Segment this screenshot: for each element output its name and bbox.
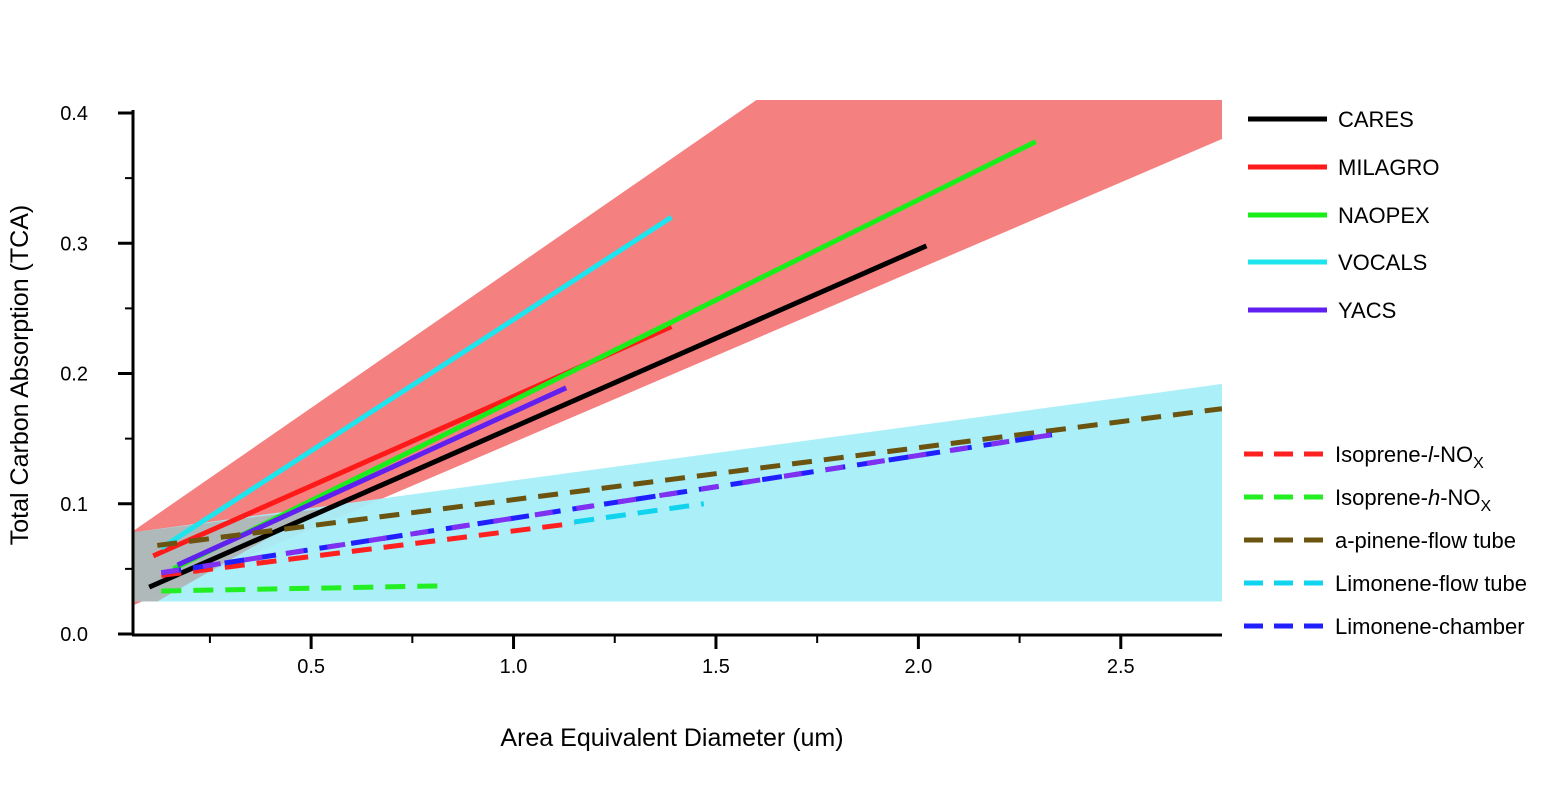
legend-label: Limonene-chamber	[1335, 614, 1525, 639]
series-line-a-pinene-flow-tube	[156, 406, 1222, 548]
x-tick-label: 2.5	[1107, 656, 1135, 678]
series-line-limonene-flow-tube	[573, 501, 705, 525]
legend-label: Isoprene-h-NOX	[1335, 485, 1492, 515]
legend: CARES MILAGRO NAOPEX VOCALS YACS Isoprene-l-N…	[1244, 107, 1527, 639]
x-tick-label: 0.5	[297, 656, 325, 678]
series-line-naopex	[172, 139, 1037, 572]
y-tick-label: 0.3	[60, 233, 88, 255]
legend-label: VOCALS	[1338, 250, 1427, 275]
x-tick-label: 1.5	[702, 656, 730, 678]
ticks: 0.0 0.1 0.2 0.3 0.4 0.5 1.0 1.5 2.0 2.5	[60, 103, 1135, 678]
series-line-vocals	[159, 215, 673, 551]
y-tick-label: 0.1	[60, 494, 88, 516]
y-axis-label: Total Carbon Absorption (TCA)	[6, 205, 34, 545]
series-line-yacs	[176, 385, 568, 568]
x-axis-label: Area Equivalent Diameter (um)	[500, 724, 843, 752]
y-tick-label: 0.4	[60, 103, 88, 125]
y-tick-label: 0.2	[60, 364, 88, 386]
x-tick-label: 1.0	[500, 656, 528, 678]
legend-label: Isoprene-l-NOX	[1335, 442, 1484, 472]
legend-label: a-pinene-flow tube	[1335, 528, 1516, 553]
y-tick-label: 0.0	[60, 624, 88, 646]
legend-label: Limonene-flow tube	[1335, 571, 1527, 596]
series-line-isoprene-l-nox	[161, 520, 575, 578]
legend-label: YACS	[1338, 298, 1396, 323]
series-line-limonene-chamber	[160, 432, 1053, 576]
series-lines	[148, 139, 1222, 594]
series-line-cares	[148, 243, 928, 590]
legend-label: MILAGRO	[1338, 155, 1439, 180]
x-tick-label: 2.0	[904, 656, 932, 678]
legend-label: CARES	[1338, 107, 1414, 132]
series-line-isoprene-h-nox	[161, 583, 445, 594]
legend-label: NAOPEX	[1338, 203, 1430, 228]
